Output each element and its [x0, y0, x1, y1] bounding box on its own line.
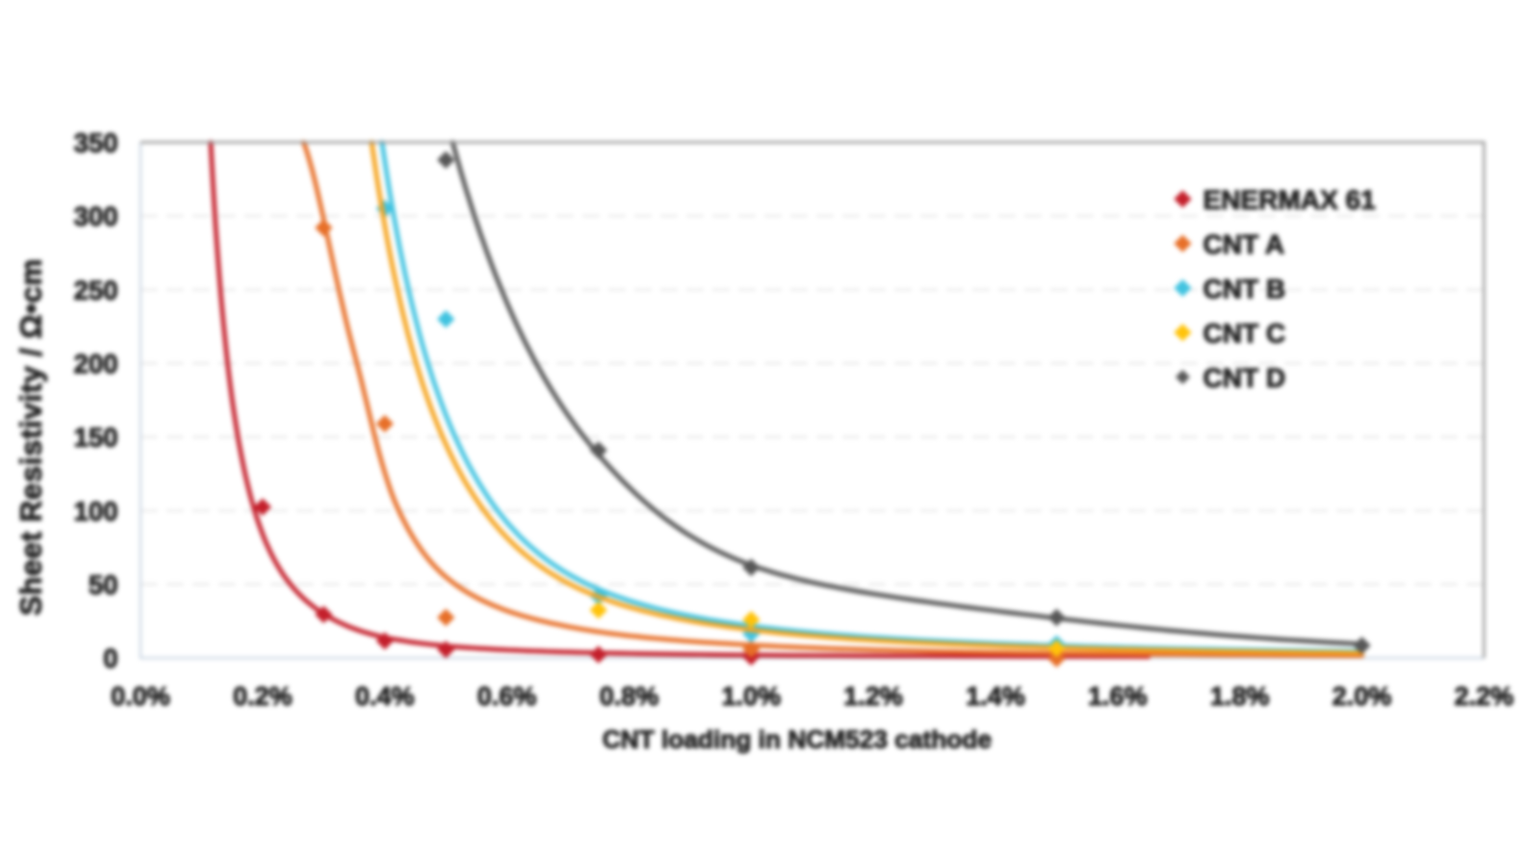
- svg-text:0: 0: [103, 644, 118, 674]
- svg-text:350: 350: [74, 128, 118, 158]
- svg-text:0.4%: 0.4%: [355, 681, 414, 711]
- svg-text:250: 250: [74, 275, 118, 305]
- svg-text:200: 200: [74, 349, 118, 379]
- svg-text:Sheet Resistivity / Ω•cm: Sheet Resistivity / Ω•cm: [15, 258, 48, 615]
- svg-text:CNT C: CNT C: [1203, 318, 1286, 348]
- svg-text:2.0%: 2.0%: [1332, 681, 1391, 711]
- svg-text:0.8%: 0.8%: [599, 681, 658, 711]
- svg-text:CNT B: CNT B: [1203, 274, 1286, 304]
- svg-text:1.4%: 1.4%: [966, 681, 1025, 711]
- svg-text:0.6%: 0.6%: [477, 681, 536, 711]
- svg-text:1.0%: 1.0%: [722, 681, 781, 711]
- svg-text:1.6%: 1.6%: [1088, 681, 1147, 711]
- svg-text:0.0%: 0.0%: [111, 681, 170, 711]
- svg-text:1.2%: 1.2%: [844, 681, 903, 711]
- svg-text:100: 100: [74, 496, 118, 526]
- svg-text:0.2%: 0.2%: [233, 681, 292, 711]
- svg-text:ENERMAX 61: ENERMAX 61: [1203, 185, 1376, 215]
- svg-text:150: 150: [74, 423, 118, 453]
- svg-text:2.2%: 2.2%: [1454, 681, 1513, 711]
- svg-text:CNT D: CNT D: [1203, 363, 1286, 393]
- svg-text:CNT loading in NCM523 cathode: CNT loading in NCM523 cathode: [602, 726, 991, 754]
- svg-text:50: 50: [89, 570, 118, 600]
- svg-text:CNT A: CNT A: [1203, 229, 1285, 259]
- svg-text:1.8%: 1.8%: [1210, 681, 1269, 711]
- svg-text:300: 300: [74, 202, 118, 232]
